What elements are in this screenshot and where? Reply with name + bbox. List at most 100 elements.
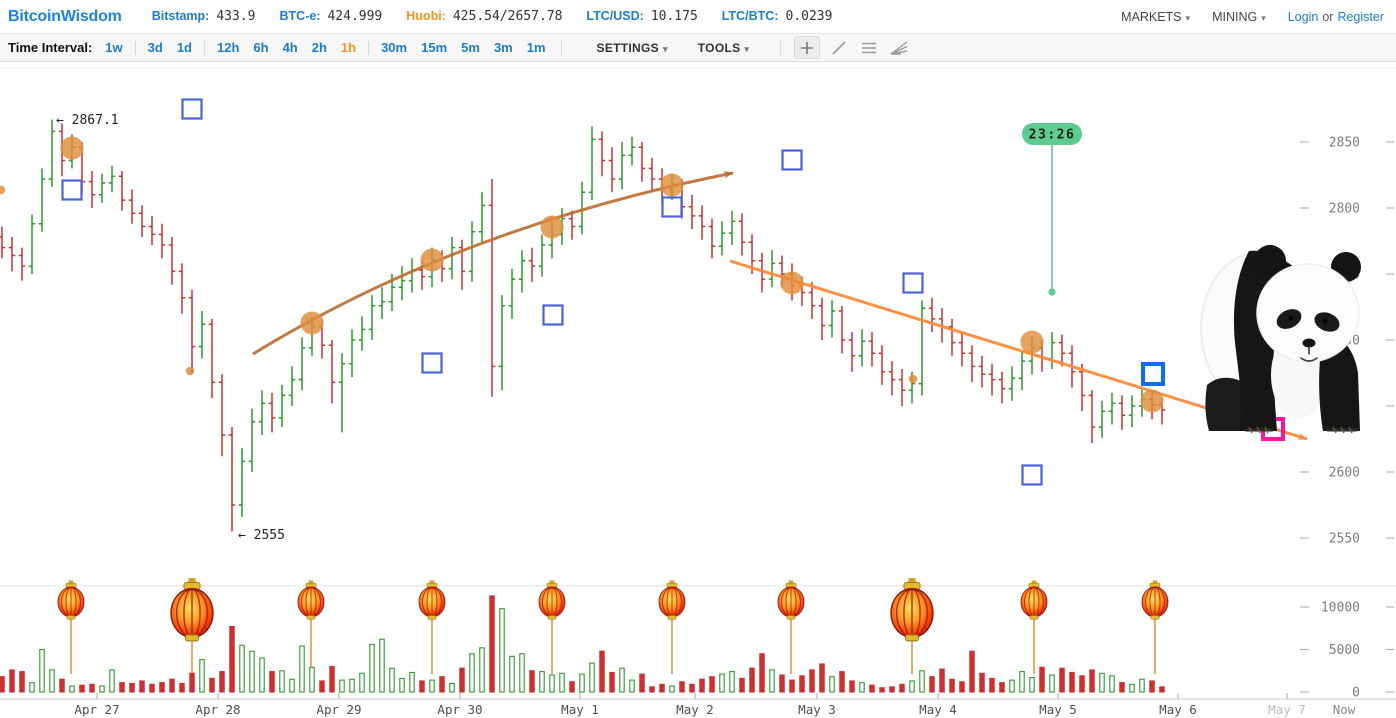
countdown-pill [1022,123,1082,145]
interval-2h[interactable]: 2h [311,40,327,55]
date-tick-label: May 6 [1159,702,1197,717]
annotation-square-blue[interactable] [421,352,443,374]
mining-menu[interactable]: MINING ▾ [1212,9,1266,24]
brand-logo[interactable]: BitcoinWisdom [8,7,122,25]
volume-bar [859,682,865,693]
ticker-value: 433.9 [216,9,256,24]
volume-bar [749,667,755,693]
trendline-arrowhead [723,171,733,179]
annotation-square-blue[interactable] [902,272,924,294]
register-link[interactable]: Register [1337,9,1384,24]
volume-bar [149,683,155,693]
volume-bar [0,676,5,693]
ohlc-bar [208,318,216,399]
chart-canvas[interactable]: 23:26← 2867.1← 2555285028002750270026502… [0,62,1396,718]
volume-bar [159,682,165,693]
ohlc-bar [588,126,596,201]
volume-bar [939,668,945,693]
annotation-square-blue[interactable] [542,304,564,326]
ohlc-bar [698,205,706,240]
volume-bar [289,678,295,693]
volume-bar [799,675,805,693]
horizontal-lines-tool-icon[interactable] [858,38,880,58]
trendline-tool-icon[interactable] [828,38,850,58]
date-tick-label: May 5 [1039,702,1077,717]
ohlc-bar [828,300,836,338]
ohlc-bar [498,295,506,391]
interval-3d[interactable]: 3d [147,40,163,55]
ohlc-bar [898,369,906,406]
ohlc-bar [868,332,876,367]
volume-bar [509,655,515,693]
volume-bar [549,674,555,693]
ohlc-bar [538,234,546,277]
interval-3m[interactable]: 3m [493,40,513,55]
volume-bar [269,671,275,693]
ohlc-bar [218,374,226,457]
annotation-square-blue[interactable] [781,149,803,171]
ohlc-bar [288,366,296,406]
volume-bar [569,681,575,693]
volume-bar [899,683,905,693]
volume-bar [639,673,645,693]
volume-bar [1089,669,1095,693]
chevron-down-icon: ▾ [1185,12,1191,23]
volume-bar [119,682,125,693]
crosshair-plus-icon[interactable] [794,36,821,59]
volume-bar [709,676,715,693]
ohlc-bar [368,295,376,340]
volume-bar [129,682,135,693]
ticker-pair: Bitstamp: 433.9 [152,9,256,24]
price-tick-label: 2800 [1329,202,1360,217]
ohlc-bar [848,332,856,372]
annotation-square-blue[interactable] [181,98,203,120]
volume-bar [179,682,185,693]
ohlc-bar [348,329,356,377]
ohlc-bar [38,168,46,232]
markets-menu[interactable]: MARKETS ▾ [1121,9,1191,24]
annotation-square-blue[interactable] [661,196,683,218]
interval-1d[interactable]: 1d [176,40,192,55]
ohlc-bar [468,221,476,282]
volume-bar [879,687,885,693]
ohlc-bar [888,361,896,396]
annotation-square-bold-blue[interactable] [1141,362,1165,386]
volume-bar [29,682,35,693]
volume-bar [649,686,655,693]
volume-bar [469,653,475,693]
chevron-down-icon: ▾ [1261,12,1266,23]
date-tick-label: May 1 [561,702,599,717]
interval-4h[interactable]: 4h [282,40,298,55]
volume-bar [199,659,205,693]
fan-lines-tool-icon[interactable] [888,38,910,58]
interval-1w[interactable]: 1w [105,40,123,55]
interval-6h[interactable]: 6h [253,40,269,55]
settings-menu[interactable]: SETTINGS ▾ [596,40,668,55]
uptrend-line[interactable] [252,171,734,356]
date-tick-label: Apr 29 [316,702,361,717]
volume-bar [59,678,65,693]
login-link[interactable]: Login [1287,9,1319,24]
volume-bar [239,644,245,693]
interval-1m[interactable]: 1m [526,40,546,55]
tools-menu[interactable]: TOOLS ▾ [697,40,750,55]
interval-1h[interactable]: 1h [340,40,357,55]
volume-bar [19,671,25,693]
ohlc-bar [1128,395,1136,428]
ohlc-bar [1118,395,1126,430]
ohlc-bar [458,239,466,290]
chart-toolbar: Time Interval: 1w 3d 1d 12h 6h 4h 2h 1h 30m 15m 5m… [0,33,1396,62]
ohlc-bar [298,337,306,391]
volume-bar [1059,667,1065,693]
annotation-square-blue[interactable] [1021,464,1043,486]
volume-bar [1029,676,1035,693]
interval-12h[interactable]: 12h [216,40,240,55]
annotation-square-blue[interactable] [61,179,83,201]
volume-bar [1069,671,1075,693]
interval-5m[interactable]: 5m [461,40,480,55]
interval-15m[interactable]: 15m [421,40,448,55]
date-tick-label: May 7 [1268,702,1306,717]
volume-tick-label: 0 [1352,686,1360,701]
trade-bubble-large [300,311,324,335]
interval-30m[interactable]: 30m [381,40,408,55]
